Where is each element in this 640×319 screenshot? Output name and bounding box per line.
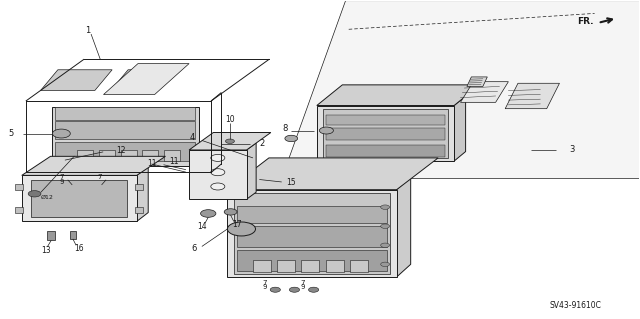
Polygon shape	[505, 83, 559, 109]
Circle shape	[381, 243, 390, 248]
Circle shape	[104, 182, 115, 188]
Polygon shape	[55, 142, 195, 161]
Polygon shape	[317, 106, 454, 161]
Text: 5: 5	[8, 129, 13, 138]
Circle shape	[65, 182, 77, 188]
Text: 11: 11	[148, 159, 157, 168]
Circle shape	[319, 127, 333, 134]
Polygon shape	[40, 70, 112, 90]
Polygon shape	[31, 180, 127, 217]
Polygon shape	[55, 107, 195, 120]
Polygon shape	[104, 63, 189, 94]
Bar	[15, 207, 23, 213]
Text: FR.: FR.	[577, 17, 593, 26]
Text: 4: 4	[189, 133, 195, 142]
Bar	[164, 150, 180, 161]
Text: 15: 15	[287, 178, 296, 188]
Text: 3: 3	[569, 145, 575, 154]
Text: 7: 7	[59, 174, 63, 180]
Polygon shape	[326, 115, 445, 124]
Circle shape	[227, 222, 255, 236]
Circle shape	[381, 205, 390, 209]
Text: 1: 1	[84, 26, 90, 35]
Circle shape	[289, 287, 300, 292]
Circle shape	[225, 139, 234, 144]
Polygon shape	[111, 70, 163, 90]
Polygon shape	[397, 177, 411, 277]
Polygon shape	[246, 143, 256, 199]
Polygon shape	[227, 190, 397, 277]
Text: 12: 12	[116, 146, 125, 155]
Circle shape	[224, 209, 237, 215]
Polygon shape	[467, 77, 487, 86]
Text: Ø12: Ø12	[41, 195, 54, 199]
Polygon shape	[282, 1, 640, 179]
Text: 7: 7	[301, 280, 305, 286]
Polygon shape	[237, 205, 387, 223]
Polygon shape	[237, 226, 387, 247]
Text: 13: 13	[41, 246, 51, 255]
Polygon shape	[323, 109, 448, 158]
Polygon shape	[22, 175, 137, 221]
Text: 17: 17	[232, 220, 242, 229]
Bar	[136, 184, 143, 190]
Text: 9: 9	[59, 179, 63, 185]
Bar	[253, 260, 271, 272]
Polygon shape	[137, 167, 148, 221]
Bar	[326, 260, 344, 272]
Circle shape	[200, 210, 216, 217]
Bar	[143, 150, 159, 161]
Circle shape	[285, 135, 298, 142]
Polygon shape	[55, 122, 195, 139]
Text: 11: 11	[169, 157, 179, 166]
Polygon shape	[237, 250, 387, 271]
Text: SV43-91610C: SV43-91610C	[550, 301, 602, 310]
Polygon shape	[189, 150, 246, 199]
Bar	[301, 260, 319, 272]
Circle shape	[211, 169, 225, 176]
Text: 14: 14	[197, 222, 207, 231]
Polygon shape	[22, 156, 166, 175]
Text: 6: 6	[191, 244, 197, 253]
Circle shape	[308, 287, 319, 292]
Bar	[77, 150, 93, 161]
Text: 16: 16	[74, 244, 84, 253]
Polygon shape	[189, 132, 271, 150]
Circle shape	[52, 129, 70, 138]
Bar	[99, 150, 115, 161]
Polygon shape	[326, 128, 445, 140]
Text: 7: 7	[97, 174, 102, 180]
Circle shape	[28, 191, 41, 197]
FancyBboxPatch shape	[47, 231, 55, 241]
Polygon shape	[234, 193, 390, 274]
Polygon shape	[317, 85, 479, 106]
Text: 7: 7	[262, 280, 267, 286]
Circle shape	[84, 182, 96, 188]
Bar	[136, 207, 143, 213]
Text: 8: 8	[282, 124, 287, 133]
Text: 10: 10	[225, 115, 235, 124]
Text: 9: 9	[301, 285, 305, 291]
Polygon shape	[227, 158, 438, 190]
Circle shape	[211, 154, 225, 161]
Polygon shape	[454, 96, 466, 161]
Circle shape	[211, 183, 225, 190]
Circle shape	[270, 287, 280, 292]
Polygon shape	[326, 145, 445, 157]
Bar	[15, 184, 23, 190]
Bar	[277, 260, 295, 272]
Circle shape	[381, 224, 390, 228]
Bar	[350, 260, 368, 272]
FancyBboxPatch shape	[70, 231, 76, 239]
Circle shape	[381, 262, 390, 267]
Bar	[121, 150, 137, 161]
Polygon shape	[461, 82, 508, 102]
Text: 9: 9	[262, 285, 267, 291]
Polygon shape	[52, 107, 198, 166]
Text: 2: 2	[259, 139, 264, 148]
